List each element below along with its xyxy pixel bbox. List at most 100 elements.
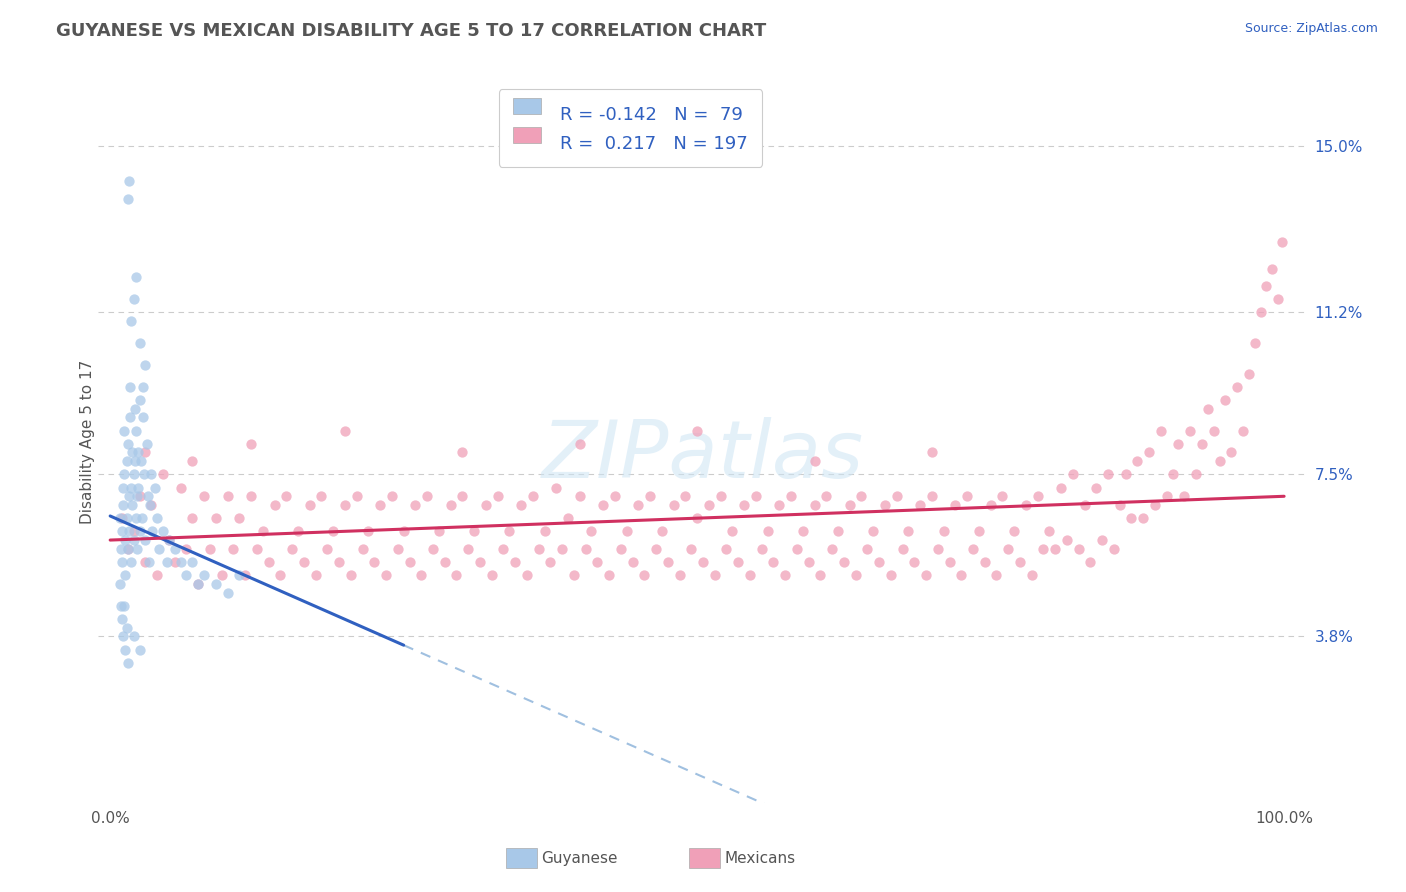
Point — [851, 489, 873, 503]
Point — [481, 568, 503, 582]
Point — [621, 555, 644, 569]
Point — [125, 511, 148, 525]
Point — [375, 568, 398, 582]
Point — [468, 555, 491, 569]
Point — [986, 568, 1008, 582]
Point — [568, 489, 591, 503]
Point — [627, 498, 650, 512]
Point — [122, 533, 145, 547]
Point — [1008, 555, 1031, 569]
Point — [211, 568, 233, 582]
Point — [120, 555, 142, 569]
Point — [112, 599, 135, 613]
Point — [1067, 541, 1090, 556]
Point — [276, 489, 298, 503]
Point — [128, 336, 150, 351]
Point — [773, 568, 796, 582]
Point — [962, 541, 984, 556]
Point — [827, 524, 849, 539]
Point — [1156, 489, 1178, 503]
Point — [404, 498, 426, 512]
Point — [110, 541, 132, 556]
Point — [662, 498, 685, 512]
Point — [129, 454, 152, 468]
Point — [1243, 336, 1265, 351]
Point — [115, 454, 138, 468]
Point — [114, 642, 136, 657]
Point — [134, 555, 156, 569]
Point — [492, 541, 515, 556]
Point — [603, 489, 626, 503]
Point — [475, 498, 498, 512]
Point — [121, 498, 143, 512]
Point — [1080, 555, 1102, 569]
Point — [122, 292, 145, 306]
Point — [117, 541, 139, 556]
Point — [152, 467, 174, 482]
Point — [768, 498, 790, 512]
Point — [1208, 454, 1230, 468]
Point — [322, 524, 344, 539]
Point — [125, 424, 148, 438]
Point — [1002, 524, 1025, 539]
Point — [134, 533, 156, 547]
Point — [832, 555, 855, 569]
Point — [1215, 392, 1237, 407]
Point — [204, 577, 226, 591]
Point — [516, 568, 538, 582]
Point — [187, 577, 209, 591]
Point — [163, 555, 186, 569]
Point — [803, 498, 825, 512]
Point — [451, 445, 474, 459]
Point — [645, 541, 668, 556]
Point — [143, 481, 166, 495]
Point — [1271, 235, 1294, 250]
Point — [927, 541, 949, 556]
Point — [546, 481, 568, 495]
Y-axis label: Disability Age 5 to 17: Disability Age 5 to 17 — [80, 359, 94, 524]
Point — [117, 541, 139, 556]
Point — [121, 445, 143, 459]
Point — [921, 445, 943, 459]
Point — [1085, 481, 1108, 495]
Point — [762, 555, 785, 569]
Point — [1143, 498, 1166, 512]
Point — [1015, 498, 1038, 512]
Point — [908, 498, 931, 512]
Point — [217, 585, 239, 599]
Point — [246, 541, 269, 556]
Point — [228, 568, 250, 582]
Point — [1026, 489, 1049, 503]
Point — [751, 541, 773, 556]
Point — [120, 380, 142, 394]
Point — [340, 568, 363, 582]
Point — [148, 541, 170, 556]
Point — [411, 568, 433, 582]
Point — [1097, 467, 1119, 482]
Point — [780, 489, 803, 503]
Point — [134, 358, 156, 372]
Point — [115, 511, 138, 525]
Point — [152, 524, 174, 539]
Point — [1115, 467, 1137, 482]
Point — [527, 541, 550, 556]
Point — [446, 568, 468, 582]
Point — [240, 436, 263, 450]
Point — [1191, 436, 1213, 450]
Point — [697, 498, 720, 512]
Legend: R = -0.142   N =  79, R =  0.217   N = 197: R = -0.142 N = 79, R = 0.217 N = 197 — [499, 89, 762, 167]
Point — [124, 454, 146, 468]
Point — [333, 424, 356, 438]
Point — [139, 498, 162, 512]
Point — [538, 555, 561, 569]
Point — [292, 555, 315, 569]
Point — [610, 541, 633, 556]
Point — [387, 541, 409, 556]
Point — [357, 524, 380, 539]
Point — [120, 481, 142, 495]
Point — [117, 192, 139, 206]
Point — [128, 642, 150, 657]
Point — [111, 555, 134, 569]
Point — [169, 481, 191, 495]
Point — [551, 541, 574, 556]
